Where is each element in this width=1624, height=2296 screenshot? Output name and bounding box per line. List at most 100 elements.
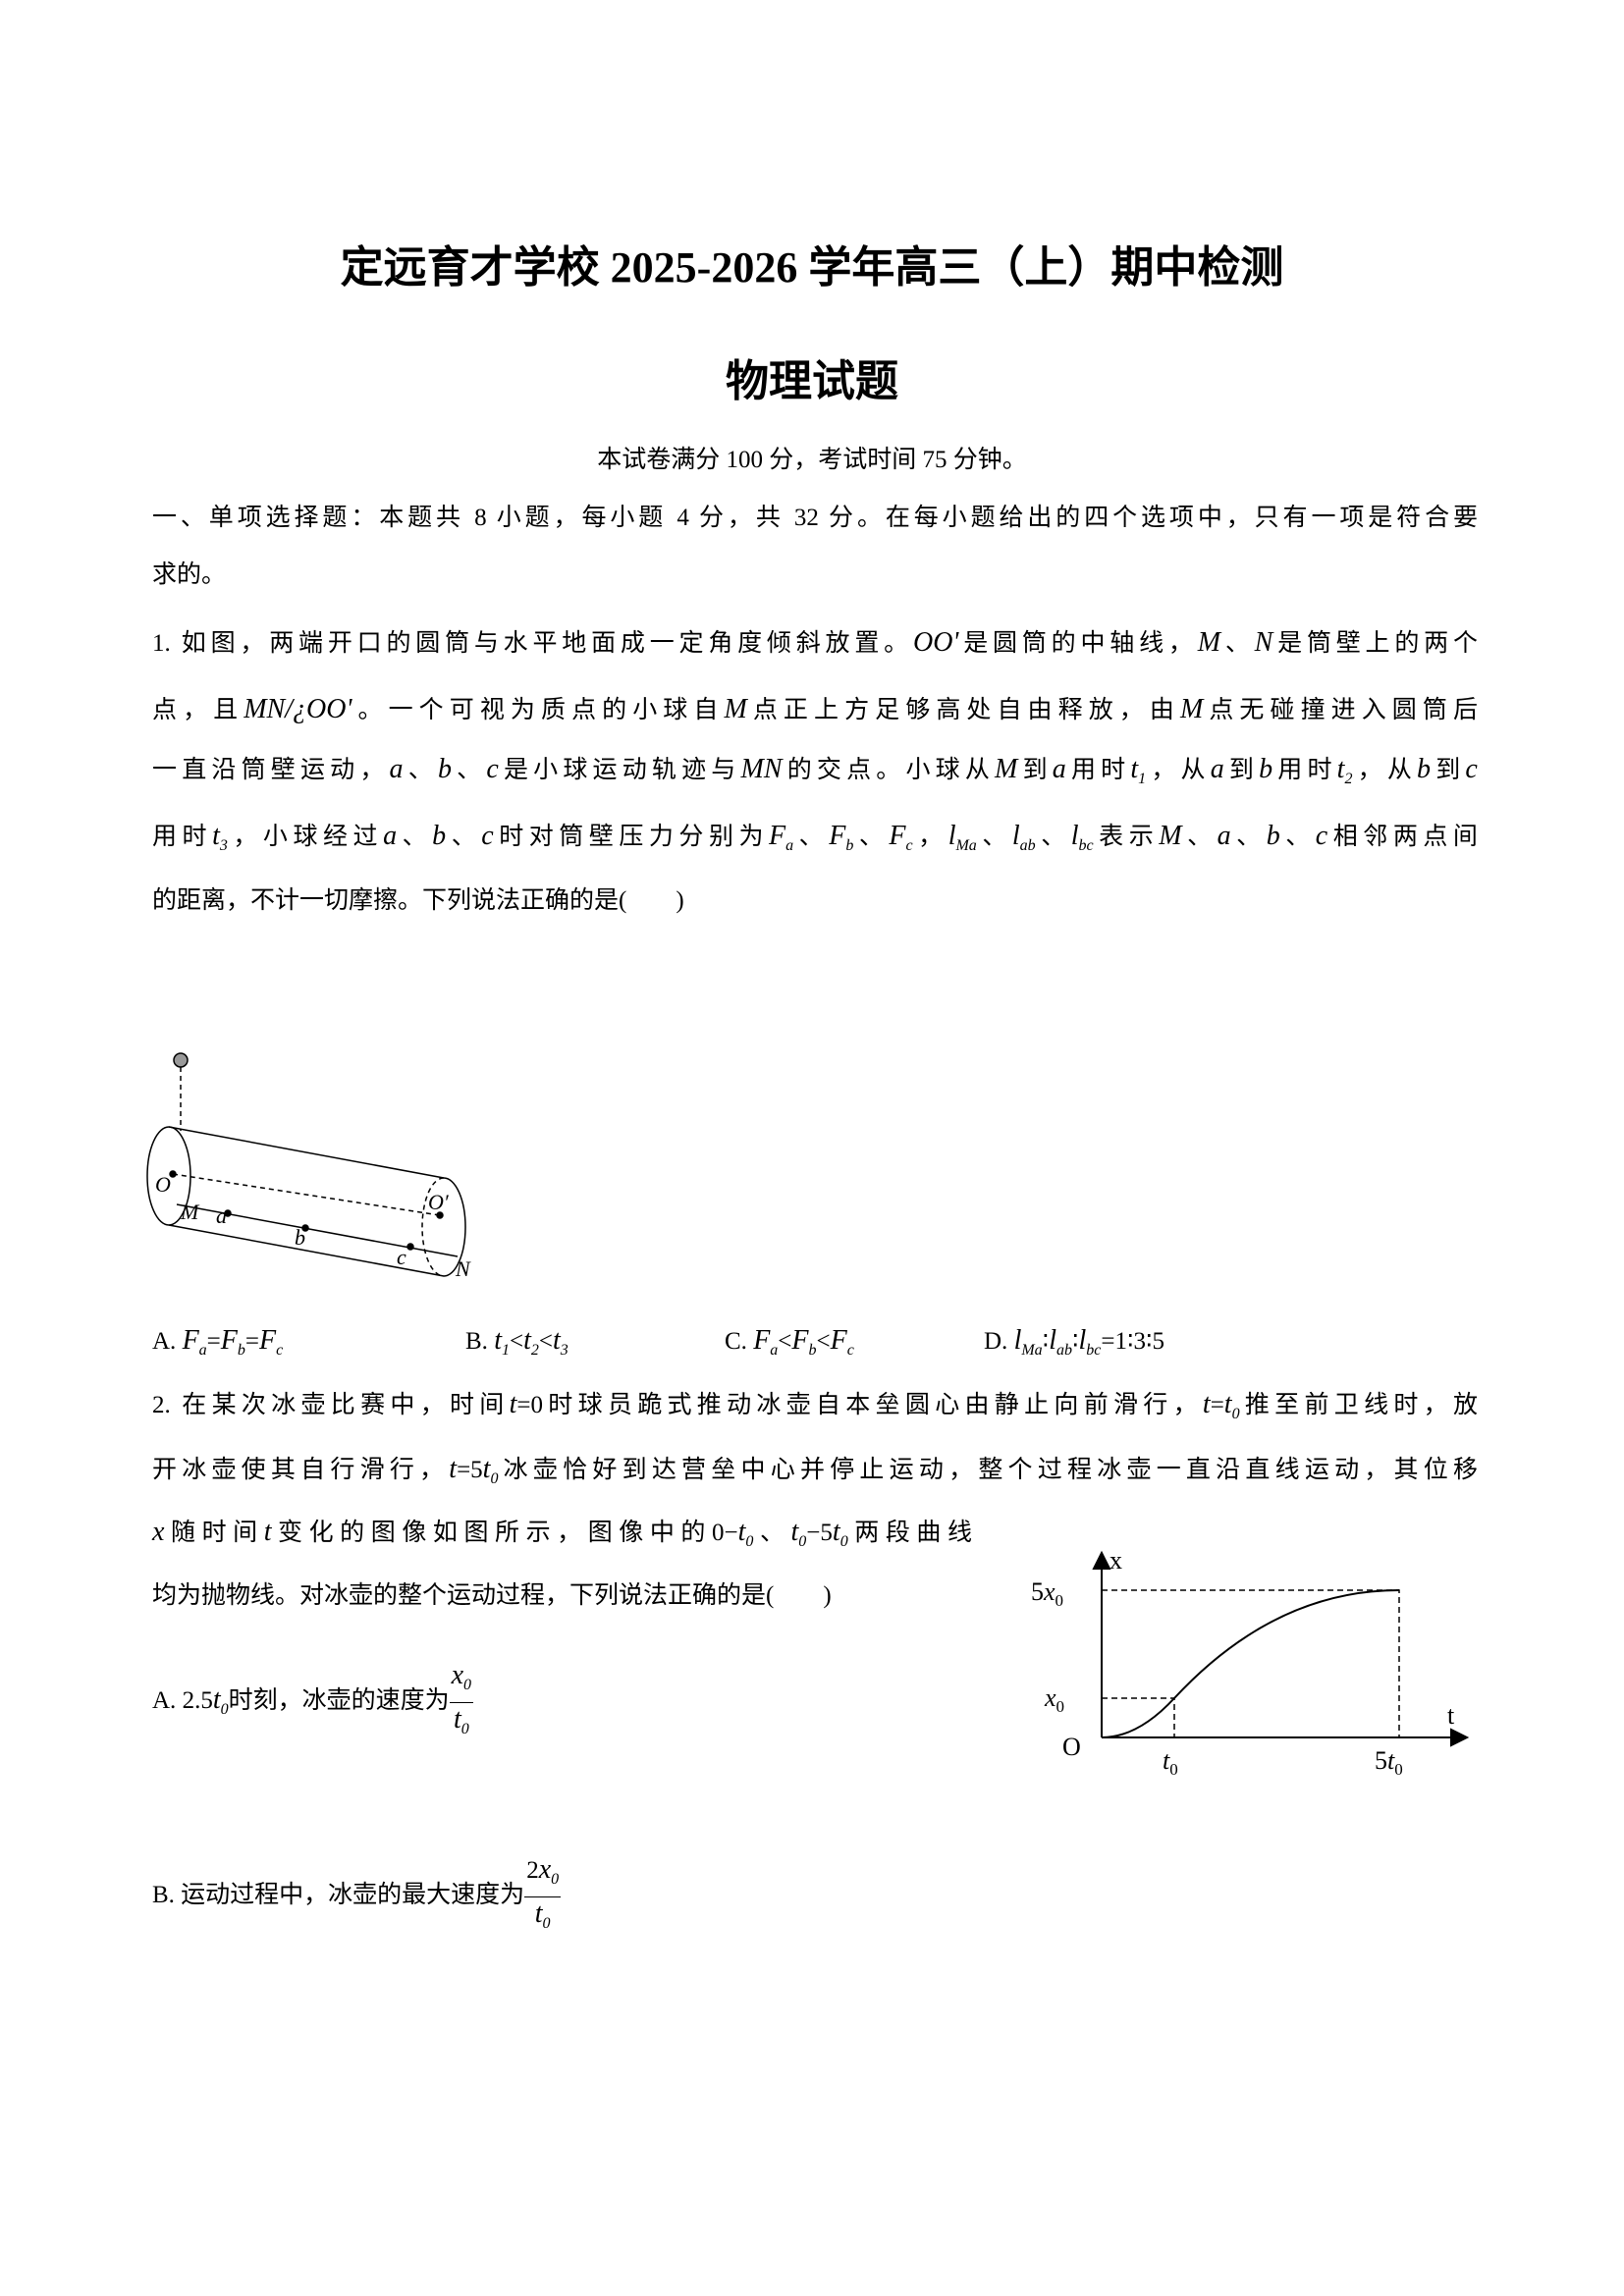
title: 定远育才学校 2025-2026 学年高三（上）期中检测: [340, 243, 1284, 292]
text: 、: [976, 824, 1012, 850]
math: N: [1254, 627, 1273, 658]
text: 0−: [711, 1520, 738, 1546]
arrow: [1092, 1550, 1111, 1570]
math: a: [389, 754, 404, 784]
math: F: [769, 821, 786, 851]
math: M: [1179, 694, 1204, 724]
math: t: [1336, 754, 1345, 784]
denominator: t0: [450, 1703, 473, 1746]
subscript: ab: [1019, 837, 1036, 854]
text: =: [206, 1328, 221, 1355]
math: t: [737, 1517, 746, 1547]
question-line: 开冰壶使其自行滑行，t=5t0冰壶恰好到达营垒中心并停止运动，整个过程冰壶一直沿…: [152, 1450, 1478, 1499]
math: OO': [912, 627, 959, 658]
math: t: [263, 1517, 272, 1547]
text: D.: [984, 1328, 1014, 1355]
text: 5: [1031, 1577, 1044, 1606]
subscript: Ma: [1021, 1342, 1043, 1359]
math: t: [1163, 1746, 1170, 1775]
math: a: [383, 821, 398, 851]
subscript: ab: [1056, 1342, 1072, 1359]
question-line: 用时t3，小球经过a、b、c时对筒壁压力分别为Fa、Fb、Fc，lMa、lab、…: [152, 817, 1478, 866]
math: F: [220, 1325, 238, 1356]
subscript: 0: [1231, 1406, 1240, 1422]
subscript: 0: [490, 1470, 499, 1487]
subscript: 0: [745, 1533, 754, 1550]
math: t: [449, 1454, 458, 1484]
text: 到: [1431, 757, 1466, 783]
label: N: [455, 1256, 471, 1281]
subscript: 2: [530, 1342, 539, 1359]
label: O: [155, 1172, 171, 1197]
label: M: [180, 1200, 200, 1224]
math: b: [1259, 754, 1273, 784]
subscript: 0: [551, 1871, 560, 1888]
text: 时对筒壁压力分别为: [493, 824, 770, 850]
text: ∶: [1071, 1328, 1079, 1355]
label: 5x0: [1031, 1577, 1063, 1610]
text: 冰壶恰好到达营垒中心并停止运动，整个过程冰壶一直沿直线运动，其位移: [498, 1457, 1478, 1483]
math: t: [509, 1389, 517, 1419]
math: F: [791, 1325, 809, 1356]
curve: [1101, 1589, 1400, 1738]
text: 、: [1230, 824, 1267, 850]
math: t: [1223, 1389, 1232, 1419]
text: x: [1110, 1546, 1122, 1575]
math: F: [889, 821, 906, 851]
subscript: 3: [560, 1342, 568, 1359]
text: 推至前卫线时，放: [1239, 1392, 1478, 1418]
question-line: 的距离，不计一切摩擦。下列说法正确的是( ): [152, 881, 1478, 921]
math: b: [432, 821, 447, 851]
right-rim-hidden: [421, 1177, 445, 1277]
math: x: [152, 1517, 165, 1547]
text: t: [1447, 1701, 1455, 1730]
subscript: a: [770, 1342, 779, 1359]
math: t: [523, 1325, 531, 1356]
math: l: [1013, 1325, 1022, 1356]
text: O: [1062, 1733, 1081, 1761]
ball: [173, 1052, 189, 1068]
subscript: b: [808, 1342, 817, 1359]
math: b: [437, 754, 452, 784]
text: =: [1210, 1392, 1224, 1418]
subscript: 0: [798, 1533, 807, 1550]
subscript: a: [198, 1342, 207, 1359]
math: x: [538, 1854, 552, 1885]
arrow: [1450, 1728, 1470, 1747]
math: l: [947, 821, 956, 851]
text: =: [244, 1328, 259, 1355]
math: x: [1044, 1683, 1056, 1712]
text: ，小球经过: [227, 824, 384, 850]
text: 、: [1220, 630, 1255, 657]
subscript: Ma: [955, 837, 977, 854]
text: −5: [806, 1520, 833, 1546]
math: t: [1387, 1746, 1395, 1775]
text: 求的。: [152, 561, 227, 588]
text: 、: [1181, 824, 1218, 850]
question-line: x随时间t变化的图像如图所示，图像中的0−t0、t0−5t0两段曲线: [152, 1513, 972, 1562]
dash: [1102, 1589, 1400, 1737]
subscript: 1: [1138, 771, 1147, 787]
subscript: a: [785, 837, 794, 854]
fraction: x0 t0: [449, 1659, 474, 1746]
subscript: 0: [463, 1677, 472, 1693]
option: C. Fa<Fb<Fc: [725, 1321, 854, 1370]
point: [301, 1224, 309, 1232]
subscript: bc: [1078, 837, 1094, 854]
text: 、: [446, 824, 482, 850]
text: 用时: [152, 824, 213, 850]
subscript: 1: [501, 1342, 510, 1359]
subscript: 3: [219, 837, 228, 854]
subscript: 0: [542, 1915, 551, 1932]
subscript: b: [237, 1342, 245, 1359]
question-line: 点，且MN/¿OO'。一个可视为质点的小球自M点正上方足够高处自由释放，由M点无…: [152, 690, 1478, 730]
label: a: [216, 1203, 227, 1228]
label: t0: [1163, 1746, 1178, 1779]
right-rim: [443, 1177, 466, 1277]
math: c: [1465, 754, 1478, 784]
subscript: 0: [1169, 1760, 1178, 1779]
text: 用时: [1065, 757, 1131, 783]
text: 的交点。小球从: [782, 757, 996, 783]
